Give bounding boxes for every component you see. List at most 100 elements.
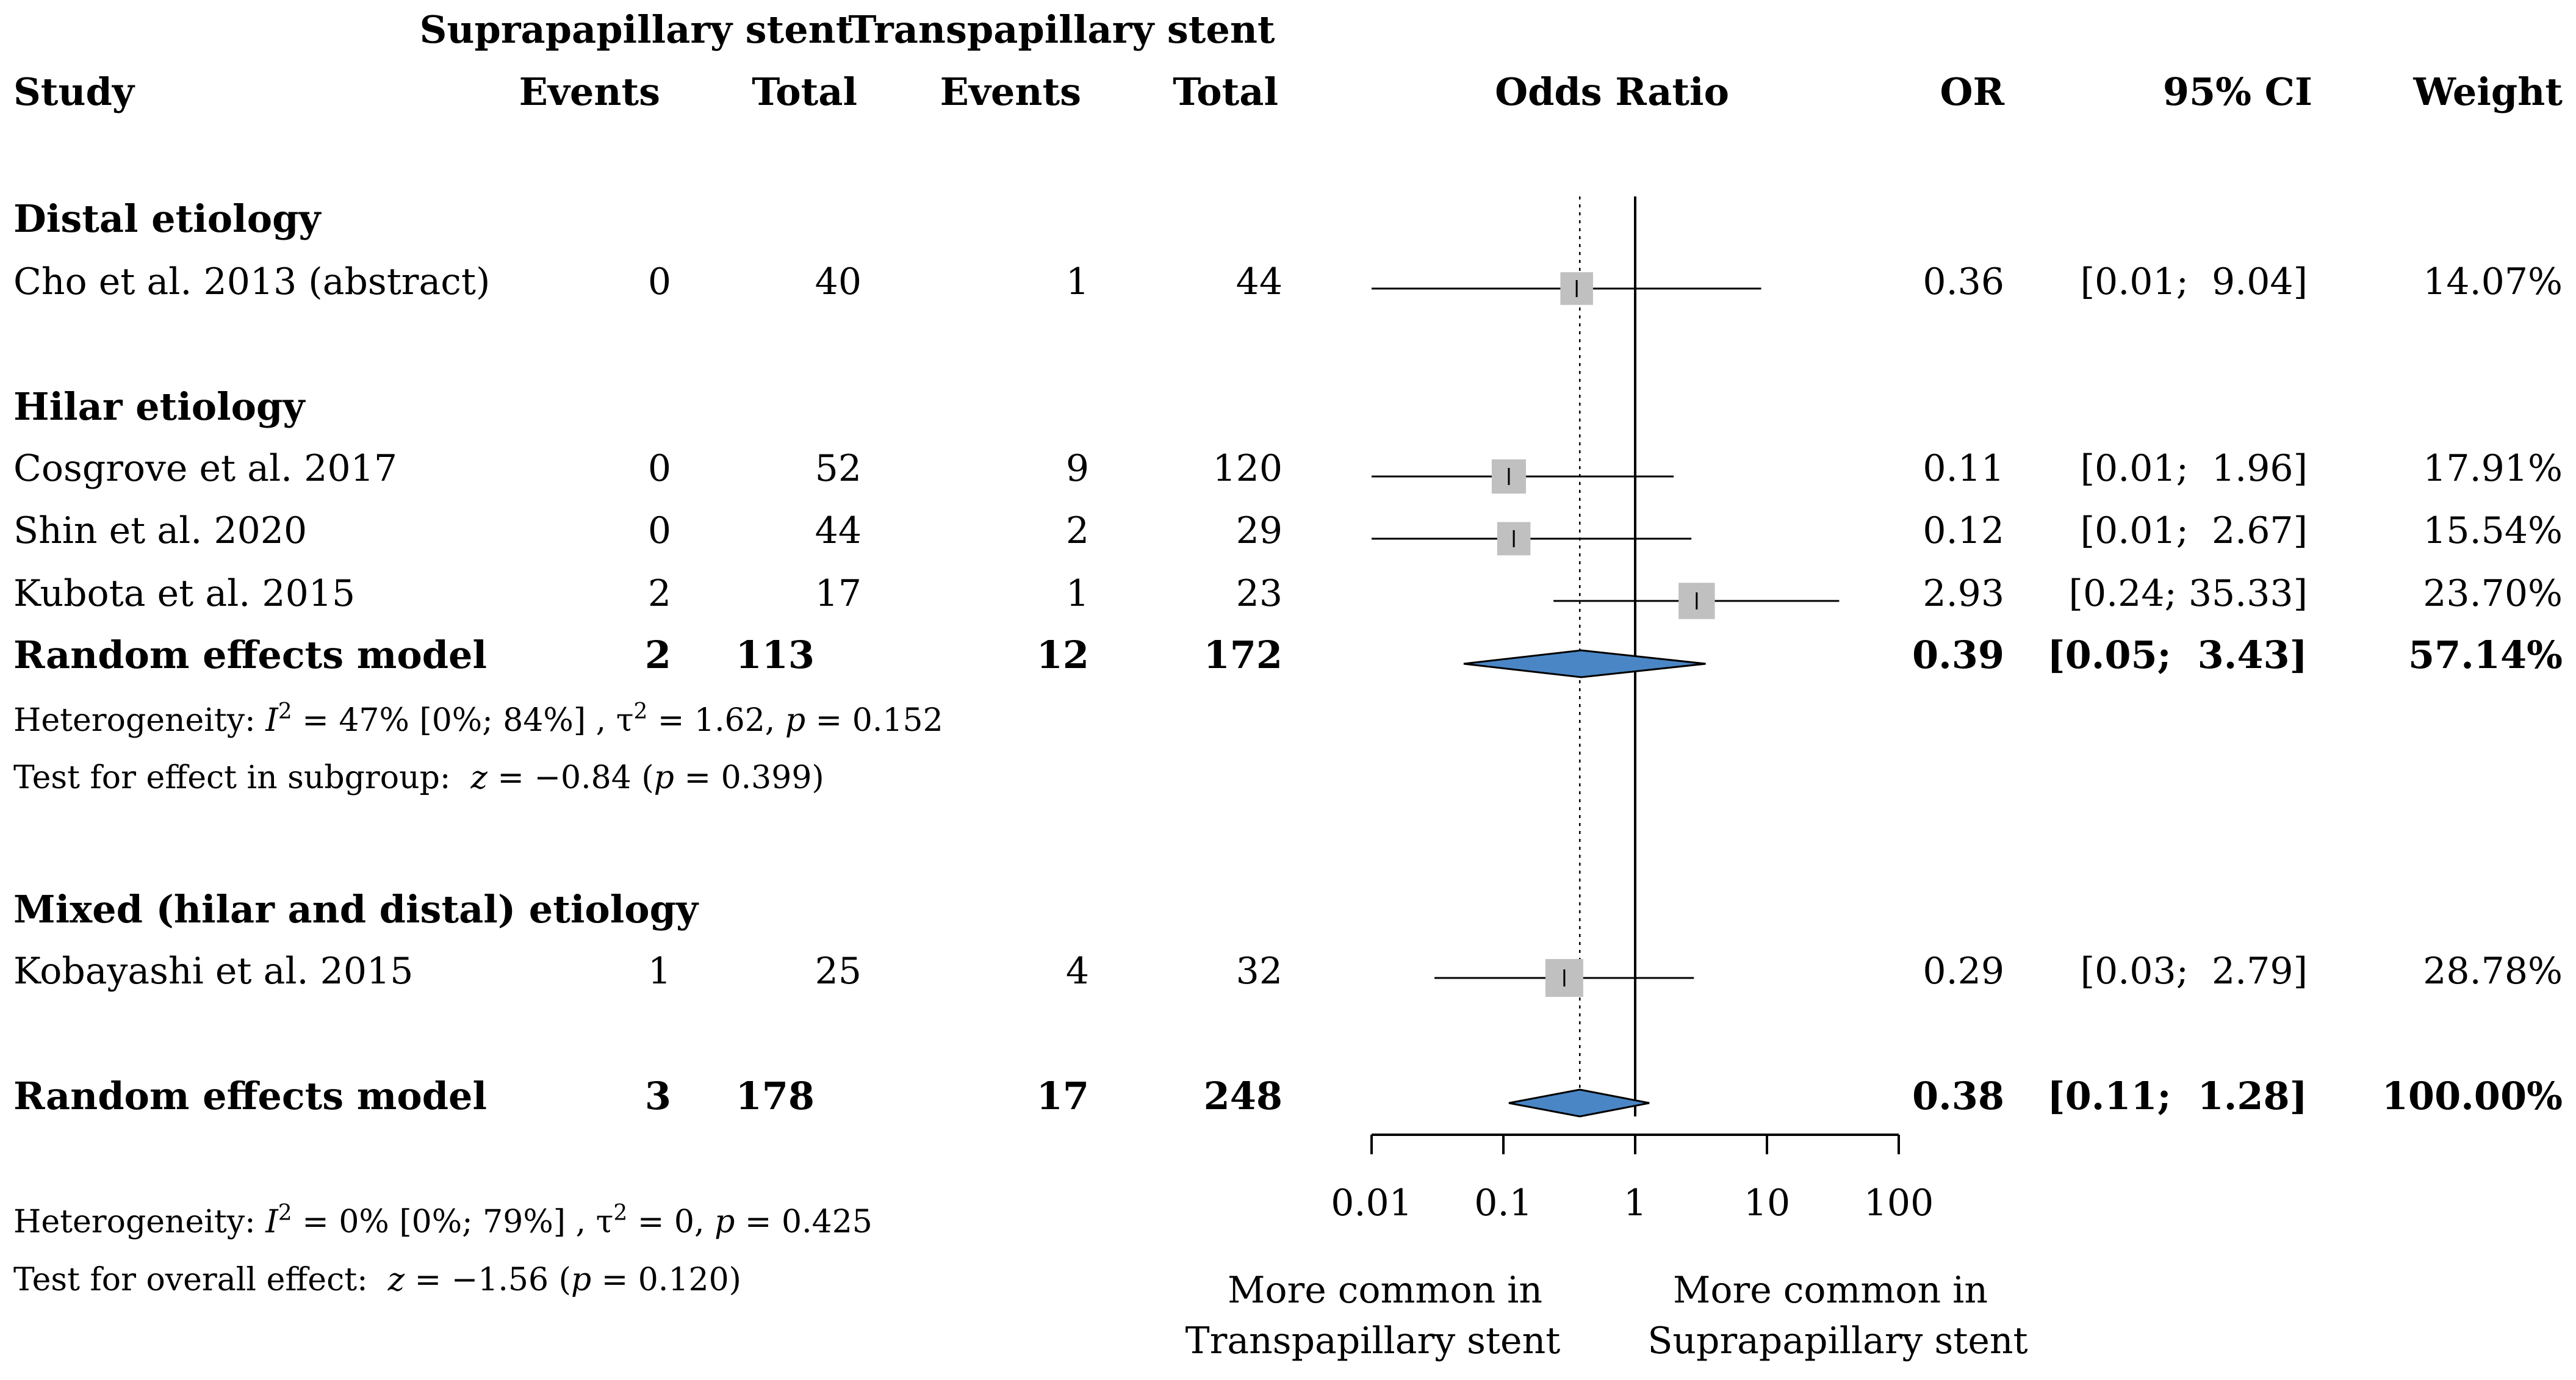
test-z-symbol: z [470, 760, 487, 796]
cell-weight: 17.91% [2423, 447, 2563, 490]
header-events2: Events [940, 70, 1081, 114]
het-i-sup: 2 [278, 1201, 292, 1226]
overall-heterogeneity: Heterogeneity: I2 = 0% [0%; 79%] , τ2 = … [13, 1201, 872, 1240]
cell-total2: 44 [1236, 261, 1283, 303]
header-group2: Transpapillary stent [848, 7, 1275, 52]
subgroup-label: Hilar etiology [13, 384, 306, 429]
header-ci: 95% CI [2163, 70, 2312, 114]
x-tick-label: 100 [1864, 1182, 1934, 1224]
cell-weight: 14.07% [2423, 261, 2563, 303]
cell-events1: 3 [645, 1074, 671, 1118]
cell-ci: [0.05; 3.43] [2047, 633, 2308, 677]
favours-left-line1: More common in [1228, 1269, 1542, 1312]
cell-or: 0.39 [1912, 633, 2004, 677]
header-odds-ratio: Odds Ratio [1495, 70, 1729, 114]
cell-total2: 23 [1236, 572, 1283, 615]
study-name: Kobayashi et al. 2015 [13, 950, 413, 993]
subgroup-test: Test for effect in subgroup: z = −0.84 (… [13, 760, 824, 796]
study-name: Cosgrove et al. 2017 [13, 447, 397, 490]
favours-left-line2: Transpapillary stent [1185, 1320, 1561, 1362]
header-or: OR [1940, 70, 2004, 114]
cell-events2: 2 [1066, 509, 1089, 552]
cell-total2: 32 [1236, 950, 1283, 993]
het-i-symbol: I [265, 1204, 279, 1240]
cell-weight: 15.54% [2423, 509, 2563, 552]
favours-right-line1: More common in [1673, 1269, 1988, 1312]
table-row: Cosgrove et al. 2017 0 52 9 120 0.11 [0.… [13, 447, 2563, 490]
cell-total2: 120 [1212, 447, 1283, 490]
cell-events1: 0 [648, 261, 671, 303]
study-name: Cho et al. 2013 (abstract) [13, 261, 490, 303]
cell-total1: 178 [736, 1074, 815, 1118]
cell-total2: 172 [1204, 633, 1283, 677]
header-total2: Total [1173, 70, 1278, 114]
het-prefix: Heterogeneity: [13, 1204, 256, 1240]
cell-total1: 17 [815, 572, 862, 615]
cell-events1: 0 [648, 509, 671, 552]
het-tau-text: = 0, [627, 1204, 714, 1240]
subgroup-diamond [1463, 649, 1706, 678]
cell-events2: 1 [1066, 572, 1089, 615]
cell-total1: 25 [815, 950, 862, 993]
test-z-symbol: z [387, 1262, 405, 1298]
cell-events1: 2 [645, 633, 671, 677]
x-tick-label: 10 [1744, 1182, 1790, 1224]
cell-events2: 9 [1066, 447, 1089, 490]
cell-events1: 1 [648, 950, 671, 993]
cell-weight: 28.78% [2423, 950, 2563, 993]
cell-total1: 44 [815, 509, 862, 552]
het-p-text: = 0.152 [805, 702, 943, 739]
cell-or: 0.12 [1923, 509, 2004, 552]
het-prefix: Heterogeneity: [13, 702, 256, 739]
cell-events1: 2 [648, 572, 671, 615]
overall-diamond [1508, 1088, 1650, 1118]
cell-or: 0.11 [1923, 447, 2004, 490]
overall-test: Test for overall effect: z = −1.56 (p = … [13, 1262, 741, 1298]
test-p-symbol: p [571, 1262, 591, 1298]
study-name: Kubota et al. 2015 [13, 572, 355, 615]
cell-total1: 40 [815, 261, 862, 303]
cell-or: 0.29 [1923, 950, 2004, 993]
cell-weight: 100.00% [2382, 1074, 2563, 1118]
table-row: Cho et al. 2013 (abstract) 0 40 1 44 0.3… [13, 261, 2563, 303]
cell-ci: [0.01; 9.04] [2081, 261, 2308, 303]
het-p-symbol: p [714, 1204, 735, 1240]
test-p-text: = 0.399) [674, 760, 824, 796]
test-p-symbol: p [654, 760, 674, 796]
cell-events2: 1 [1066, 261, 1089, 303]
study-name: Random effects model [13, 1074, 487, 1118]
test-prefix: Test for effect in subgroup: [13, 760, 450, 796]
cell-or: 0.36 [1923, 261, 2004, 303]
het-i-symbol: I [265, 702, 279, 739]
cell-ci: [0.01; 2.67] [2081, 509, 2308, 552]
het-tau-sup: 2 [633, 699, 647, 724]
table-row: Kubota et al. 2015 2 17 1 23 2.93 [0.24;… [13, 572, 2563, 615]
header-study: Study [13, 70, 135, 114]
cell-ci: [0.01; 1.96] [2081, 447, 2308, 490]
het-p-symbol: p [785, 702, 805, 739]
cell-events2: 17 [1037, 1074, 1089, 1118]
header-weight: Weight [2412, 70, 2563, 114]
x-tick-label: 1 [1624, 1182, 1647, 1224]
cell-weight: 57.14% [2408, 633, 2563, 677]
cell-total1: 52 [815, 447, 862, 490]
table-row: Kobayashi et al. 2015 1 25 4 32 0.29 [0.… [13, 950, 2563, 993]
test-z-text: = −1.56 ( [405, 1262, 571, 1298]
subgroup-model-row: Random effects model 2 113 12 172 0.39 [… [13, 633, 2563, 677]
cell-or: 0.38 [1912, 1074, 2004, 1118]
header-group1: Suprapapillary stent [420, 7, 854, 52]
overall-model-row: Random effects model 3 178 17 248 0.38 [… [13, 1074, 2563, 1118]
study-name: Shin et al. 2020 [13, 509, 307, 552]
table-row: Shin et al. 2020 0 44 2 29 0.12 [0.01; 2… [13, 509, 2563, 552]
cell-events1: 0 [648, 447, 671, 490]
x-tick-label: 0.01 [1331, 1182, 1412, 1224]
cell-ci: [0.24; 35.33] [2069, 572, 2308, 615]
het-i-text: = 47% [0%; 84%] , τ [292, 702, 634, 739]
cell-total2: 248 [1204, 1074, 1283, 1118]
study-name: Random effects model [13, 633, 487, 677]
het-tau-text: = 1.62, [647, 702, 785, 739]
cell-or: 2.93 [1923, 572, 2004, 615]
x-tick-label: 0.1 [1474, 1182, 1532, 1224]
header-events1: Events [519, 70, 660, 114]
